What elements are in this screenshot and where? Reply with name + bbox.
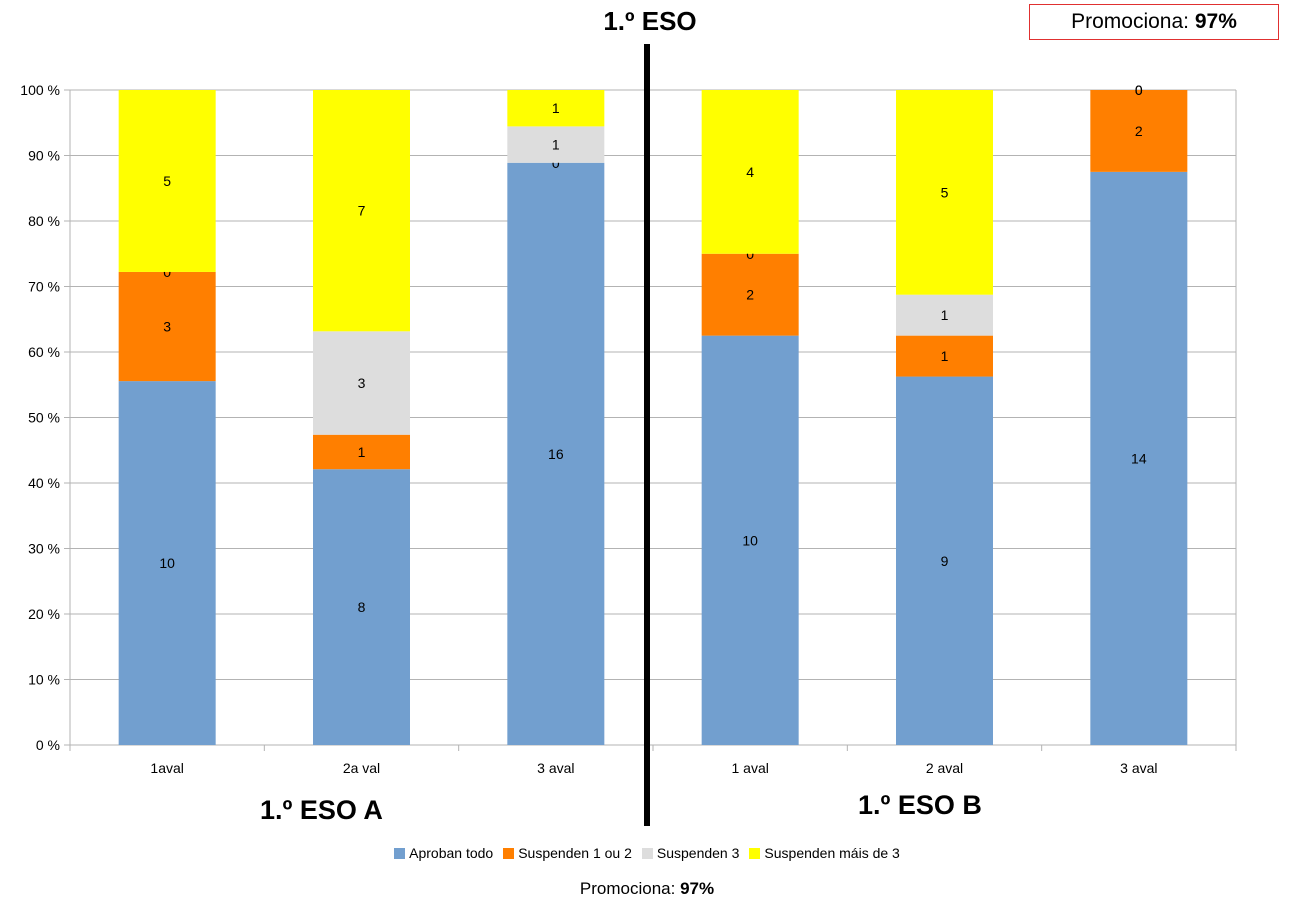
- y-tick-label: 30 %: [28, 541, 60, 557]
- legend-label: Aproban todo: [409, 845, 494, 861]
- x-tick-label: 1 aval: [731, 760, 768, 776]
- group-label-eso-b: 1.º ESO B: [858, 790, 982, 820]
- legend-label: Suspenden 3: [656, 845, 740, 861]
- y-tick-label: 60 %: [28, 344, 60, 360]
- promotion-value: 97%: [1194, 10, 1237, 33]
- data-label: 3: [163, 319, 171, 335]
- bar-segment: [118, 381, 216, 745]
- legend-item: Suspenden 3: [641, 845, 740, 861]
- bar-segment: [313, 90, 410, 332]
- data-label: 2: [746, 287, 754, 303]
- bar-segment: [118, 90, 216, 272]
- data-label: 10: [159, 555, 175, 571]
- group-label-eso-a: 1.º ESO A: [260, 795, 383, 825]
- bar-segment: [701, 253, 799, 336]
- y-tick-label: 100 %: [20, 82, 60, 98]
- y-tick-label: 80 %: [28, 213, 60, 229]
- promotion-footer-value: 97%: [680, 879, 715, 898]
- bar-segment: [896, 335, 993, 377]
- data-label: 5: [163, 173, 171, 189]
- y-tick-label: 0 %: [36, 737, 60, 753]
- bar-segment: [507, 90, 605, 127]
- legend-label: Suspenden 1 ou 2: [518, 845, 632, 861]
- y-tick-label: 20 %: [28, 606, 60, 622]
- promotion-footer-label: Promociona:: [579, 879, 676, 898]
- data-label: 5: [941, 184, 949, 200]
- y-tick-label: 10 %: [28, 672, 60, 688]
- bar-segment: [896, 376, 993, 745]
- legend-swatch: [641, 847, 653, 859]
- data-label: 8: [358, 599, 366, 615]
- data-label: 4: [746, 164, 754, 180]
- y-tick-label: 70 %: [28, 279, 60, 295]
- bar-segment: [701, 90, 799, 254]
- bar-segment: [896, 90, 993, 295]
- data-label: 1: [552, 137, 560, 153]
- bar-segment: [701, 335, 799, 745]
- chart-legend: Aproban todo Suspenden 1 ou 2 Suspenden …: [0, 845, 1294, 861]
- data-label: 1: [941, 307, 949, 323]
- legend-item: Suspenden 1 ou 2: [503, 845, 632, 861]
- data-label: 1: [358, 444, 366, 460]
- data-label: 10: [742, 532, 758, 548]
- legend-swatch: [503, 847, 515, 859]
- data-label: 1: [552, 100, 560, 116]
- bar-segment: [507, 126, 605, 163]
- x-tick-label: 2 aval: [926, 760, 963, 776]
- data-label: 14: [1131, 450, 1147, 466]
- x-tick-label: 2a val: [343, 760, 380, 776]
- x-tick-label: 1aval: [150, 760, 183, 776]
- bar-segment: [507, 162, 605, 745]
- bar-segment: [1090, 171, 1188, 745]
- bar-segment: [313, 331, 410, 435]
- legend-swatch: [749, 847, 761, 859]
- bar-segment: [1090, 90, 1188, 172]
- data-label: 7: [358, 203, 366, 219]
- legend-item: Aproban todo: [394, 845, 493, 861]
- bar-segment: [313, 469, 410, 745]
- bar-segment: [118, 271, 216, 382]
- bar-segment: [313, 434, 410, 470]
- data-label: 16: [548, 446, 564, 462]
- bar-segment: [896, 294, 993, 336]
- promotion-footer: Promociona: 97%: [0, 879, 1294, 899]
- legend-item: Suspenden máis de 3: [749, 845, 900, 861]
- data-label: 3: [358, 375, 366, 391]
- legend-label: Suspenden máis de 3: [764, 845, 900, 861]
- y-tick-label: 40 %: [28, 475, 60, 491]
- x-tick-label: 3 aval: [537, 760, 574, 776]
- y-tick-label: 50 %: [28, 410, 60, 426]
- data-label: 9: [941, 553, 949, 569]
- legend-swatch: [394, 847, 406, 859]
- data-label: 1: [941, 348, 949, 364]
- x-tick-label: 3 aval: [1120, 760, 1157, 776]
- promotion-box: Promociona: 97%: [1029, 4, 1279, 40]
- promotion-label: Promociona:: [1071, 10, 1189, 33]
- data-label: 0: [1135, 82, 1143, 98]
- data-label: 2: [1135, 123, 1143, 139]
- y-tick-label: 90 %: [28, 148, 60, 164]
- data-label: 0: [1135, 82, 1143, 98]
- chart-title: 1.º ESO: [603, 6, 697, 36]
